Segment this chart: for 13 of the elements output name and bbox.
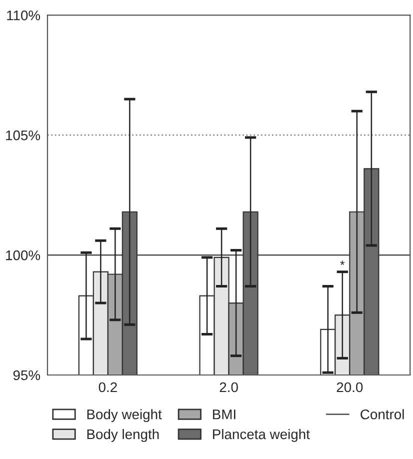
legend-label: Body length <box>87 428 159 442</box>
annotation: * <box>340 260 345 266</box>
legend-label: BMI <box>213 410 236 420</box>
x-tick-label: 20.0 <box>336 382 363 392</box>
x-tick-label: 0.2 <box>98 382 117 392</box>
y-tick-label: 105% <box>6 130 40 140</box>
legend-label: Control <box>360 409 404 420</box>
legend-label: Planceta weight <box>213 428 310 442</box>
y-tick-label: 100% <box>6 250 40 260</box>
legend-label: Body weight <box>87 409 162 422</box>
y-tick-label: 95% <box>13 370 40 380</box>
x-tick-label: 2.0 <box>220 382 238 392</box>
y-tick-label: 110% <box>7 10 40 20</box>
